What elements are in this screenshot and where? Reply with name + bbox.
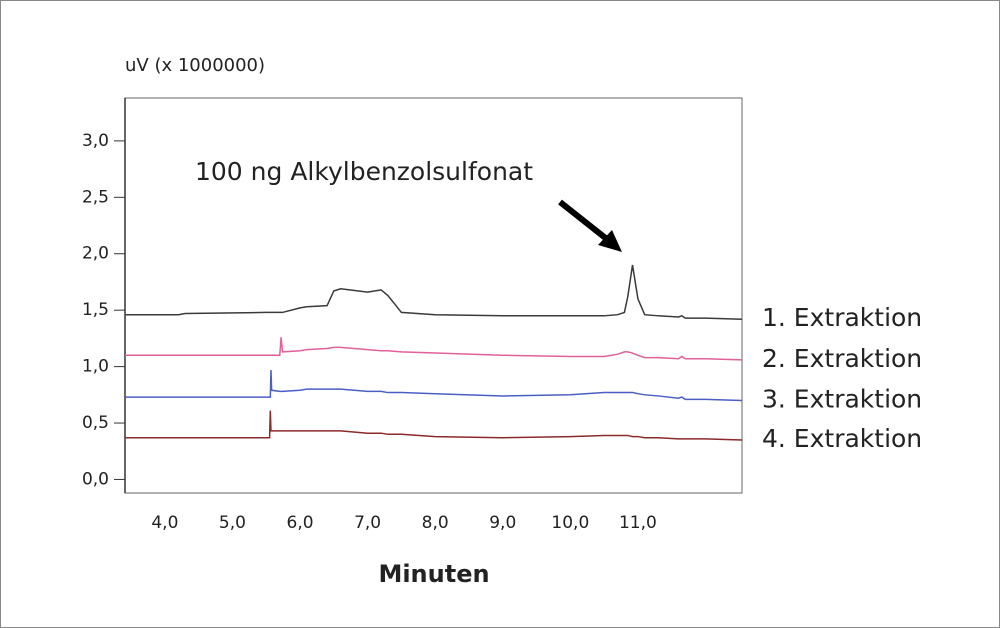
series-line [125, 337, 743, 361]
series-line [125, 369, 743, 402]
annotation: 100 ng Alkylbenzolsulfonat [195, 157, 533, 186]
series-line [125, 410, 743, 441]
x-tick-label: 5,0 [219, 513, 246, 533]
y-tick-label: 0,5 [82, 413, 109, 433]
x-tick-label: 10,0 [551, 513, 589, 533]
y-tick-label: 1,5 [82, 300, 109, 320]
x-tick-label: 9,0 [489, 513, 516, 533]
x-tick-label: 11,0 [619, 513, 657, 533]
arrow-head [598, 230, 622, 252]
series-line [125, 264, 743, 320]
y-tick-label: 3,0 [82, 131, 109, 151]
legend-label: 2. Extraktion [762, 344, 922, 373]
x-tick-label: 7,0 [354, 513, 381, 533]
legend-label: 3. Extraktion [762, 384, 922, 413]
y-tick-label: 0,0 [82, 469, 109, 489]
annotation-arrow [558, 199, 610, 243]
x-axis-label: Minuten [378, 560, 489, 588]
x-tick-label: 8,0 [422, 513, 449, 533]
y-unit-label: uV (x 1000000) [125, 55, 265, 76]
legend-label: 1. Extraktion [762, 303, 922, 332]
legend-label: 4. Extraktion [762, 424, 922, 453]
y-tick-label: 1,0 [82, 357, 109, 377]
y-tick-label: 2,0 [82, 244, 109, 264]
x-tick-label: 6,0 [287, 513, 314, 533]
x-tick-label: 4,0 [151, 513, 178, 533]
y-tick-label: 2,5 [82, 187, 109, 207]
